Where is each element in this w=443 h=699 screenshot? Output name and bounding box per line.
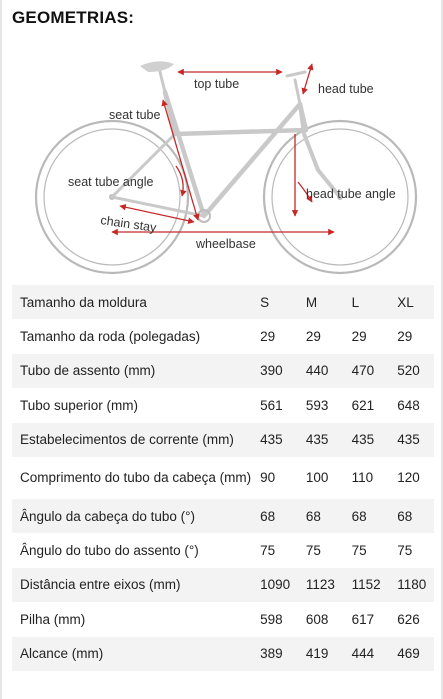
label-wheelbase: wheelbase xyxy=(195,237,256,251)
cell-s: 435 xyxy=(260,432,283,448)
table-row: Tamanho da roda (polegadas) 29 29 29 29 xyxy=(12,319,434,354)
label-head-tube: head tube xyxy=(318,82,374,96)
cell-m: 75 xyxy=(305,543,321,559)
cell-l: 470 xyxy=(351,363,375,379)
cell-m: 1123 xyxy=(305,577,335,593)
cell-m: 593 xyxy=(305,397,329,413)
bike-geometry-diagram: top tube head tube seat tube seat tube a… xyxy=(34,61,418,275)
cell-l: 617 xyxy=(351,611,375,627)
header-size-xl: XL xyxy=(397,294,414,310)
cell-s: 90 xyxy=(260,470,276,486)
cell-m: 419 xyxy=(305,646,329,662)
cell-l: 29 xyxy=(351,329,367,345)
header-size-s: S xyxy=(260,294,270,310)
cell-m: 440 xyxy=(305,363,329,379)
cell-xl: 120 xyxy=(397,470,420,486)
label-seat-tube-angle: seat tube angle xyxy=(68,175,154,189)
front-wheel xyxy=(262,119,418,275)
table-row: Ângulo do tubo do assento (°) 75 75 75 7… xyxy=(12,533,434,568)
cell-l: 444 xyxy=(351,646,375,662)
table-row: Tubo superior (mm) 561 593 621 648 xyxy=(12,388,434,423)
row-label: Tubo de assento (mm) xyxy=(20,363,156,379)
row-label: Alcance (mm) xyxy=(20,646,104,662)
cell-s: 390 xyxy=(260,363,283,379)
label-head-tube-angle: head tube angle xyxy=(306,187,396,201)
row-label: Ângulo da cabeça do tubo (°) xyxy=(20,508,196,524)
table-row: Alcance (mm) 389 419 444 469 xyxy=(12,636,434,671)
right-edge-shadow xyxy=(441,0,443,699)
cell-m: 435 xyxy=(305,432,329,448)
cell-xl: 469 xyxy=(397,646,420,662)
table-row: Comprimento do tubo da cabeça (mm) 90 10… xyxy=(12,456,434,499)
cell-xl: 435 xyxy=(397,432,420,448)
cell-l: 435 xyxy=(351,432,375,448)
cell-s: 389 xyxy=(260,646,283,662)
table-row: Distância entre eixos (mm) 1090 1123 115… xyxy=(12,567,434,603)
cell-m: 29 xyxy=(305,329,321,345)
cell-l: 75 xyxy=(351,543,367,559)
page-title: GEOMETRIAS: xyxy=(12,8,135,27)
saddle xyxy=(140,61,174,72)
cell-xl: 1180 xyxy=(397,577,427,593)
row-label: Pilha (mm) xyxy=(20,611,86,627)
cell-m: 68 xyxy=(305,508,321,524)
table-row: Tubo de assento (mm) 390 440 470 520 xyxy=(12,353,434,389)
left-edge-shadow xyxy=(0,0,2,699)
cell-xl: 626 xyxy=(397,611,420,627)
cell-s: 75 xyxy=(260,543,276,559)
table-row: Ângulo da cabeça do tubo (°) 68 68 68 68 xyxy=(12,498,434,534)
cell-l: 621 xyxy=(351,397,375,413)
cell-xl: 520 xyxy=(397,363,420,379)
cell-xl: 68 xyxy=(397,508,413,524)
cell-m: 608 xyxy=(305,611,329,627)
cell-s: 1090 xyxy=(260,577,291,593)
header-size-m: M xyxy=(305,294,318,310)
table-header-row: Tamanho da moldura S M L XL xyxy=(12,285,434,320)
header-frame-size: Tamanho da moldura xyxy=(20,294,147,310)
row-label: Ângulo do tubo do assento (°) xyxy=(20,543,199,559)
cell-l: 110 xyxy=(351,470,374,486)
cell-m: 100 xyxy=(305,470,329,486)
row-label: Estabelecimentos de corrente (mm) xyxy=(20,432,234,448)
cell-xl: 648 xyxy=(397,397,420,413)
cell-l: 68 xyxy=(351,508,367,524)
cell-l: 1152 xyxy=(351,577,381,593)
row-label: Comprimento do tubo da cabeça (mm) xyxy=(20,470,252,486)
label-seat-tube: seat tube xyxy=(109,108,160,122)
header-size-l: L xyxy=(351,294,360,310)
table-row: Estabelecimentos de corrente (mm) 435 43… xyxy=(12,422,434,457)
label-top-tube: top tube xyxy=(194,77,239,91)
row-label: Tamanho da roda (polegadas) xyxy=(20,329,201,345)
geometry-table: Tamanho da moldura S M L XL Tamanho da r… xyxy=(12,285,434,671)
row-label: Tubo superior (mm) xyxy=(20,397,139,413)
row-label: Distância entre eixos (mm) xyxy=(20,577,181,593)
cell-xl: 29 xyxy=(397,329,413,345)
table-row: Pilha (mm) 598 608 617 626 xyxy=(12,602,434,637)
measurement-arrows xyxy=(111,63,335,236)
cell-s: 68 xyxy=(260,508,276,524)
cell-s: 598 xyxy=(260,611,283,627)
cell-s: 561 xyxy=(260,397,283,413)
cell-s: 29 xyxy=(260,329,276,345)
cell-xl: 75 xyxy=(397,543,413,559)
